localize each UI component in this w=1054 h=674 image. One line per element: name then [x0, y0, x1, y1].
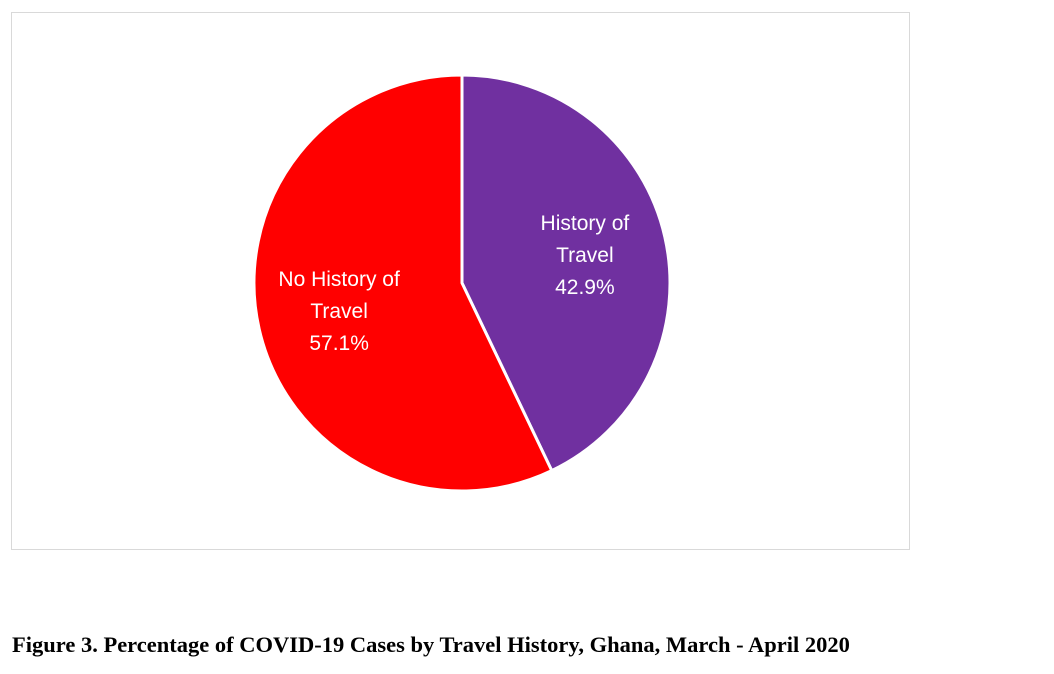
pie-chart: History of Travel 42.9% No History of Travel… — [252, 73, 672, 493]
data-label-no-history-of-travel: No History of Travel 57.1% — [278, 268, 400, 355]
figure-caption: Figure 3. Percentage of COVID-19 Cases b… — [12, 632, 850, 657]
data-label-history-of-travel: History of Travel 42.9% — [541, 212, 630, 299]
pie-slice-history-of-travel — [460, 73, 672, 473]
chart-area: History of Travel 42.9% No History of Travel… — [11, 12, 910, 550]
pie-slice-no-history-of-travel — [252, 73, 554, 493]
